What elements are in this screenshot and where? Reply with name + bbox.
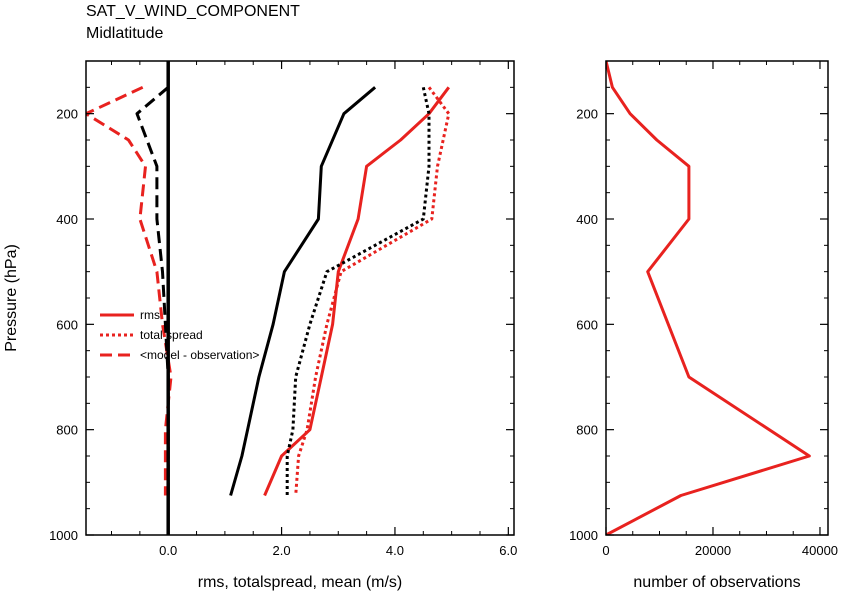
right-y-tick-label: 200 [576,107,598,122]
right-x-tick-label: 40000 [802,543,838,558]
right-plot-frame [605,60,829,536]
right-x-tick-label: 0 [602,543,609,558]
chart-title: SAT_V_WIND_COMPONENT [86,3,300,20]
left-series-group [86,61,451,535]
left-x-tick-label: 2.0 [273,543,291,558]
left-series-line-0 [263,86,450,497]
left-plot-frame [85,60,515,536]
left-series-line-2 [86,85,173,496]
chart-subtitle: Midlatitude [86,25,163,42]
right-y-tick-label: 600 [576,317,598,332]
left-y-tick-label: 400 [56,212,78,227]
right-x-tick-label: 20000 [695,543,731,558]
right-y-tick-label: 800 [576,423,598,438]
right-y-tick-label: 1000 [569,528,598,543]
right-x-axis-label: number of observations [633,574,800,591]
left-y-tick-label: 1000 [49,528,78,543]
left-x-tick-label: 4.0 [386,543,404,558]
legend-label-0: rms [140,308,160,322]
left-x-tick-label: 0.0 [159,543,177,558]
left-series-line-3 [229,86,377,496]
left-series-line-1 [294,86,451,496]
legend-label-2: <model - observation> [140,348,259,362]
right-series-group [606,61,811,535]
left-panel: 0.0 2.0 4.0 6.0 200 400 600 800 1000 rms, totalsp… [3,60,517,591]
left-series-line-4 [285,86,431,496]
left-y-tick-label: 800 [56,423,78,438]
legend: rms total spread <model - observation> [100,308,259,362]
left-x-axis-label: rms, totalspread, mean (m/s) [198,574,403,591]
left-y-tick-label: 600 [56,317,78,332]
left-y-tick-label: 200 [56,107,78,122]
legend-label-1: total spread [140,328,203,342]
right-y-tick-label: 400 [576,212,598,227]
left-x-tick-label: 6.0 [499,543,517,558]
right-series-line-0 [606,61,811,535]
left-series-line-5 [135,86,170,496]
left-y-axis-label: Pressure (hPa) [3,244,20,352]
right-panel: 0 20000 40000 200 400 600 800 1000 number of obs… [569,60,838,591]
